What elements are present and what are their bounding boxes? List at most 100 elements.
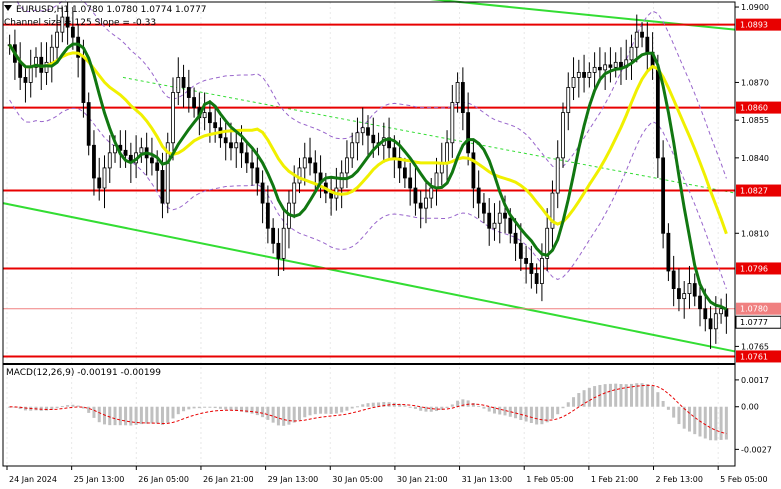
macd-histogram-bar <box>661 400 665 407</box>
candle-body <box>487 212 492 229</box>
candle-body <box>582 71 586 78</box>
candle-body <box>571 77 576 88</box>
macd-histogram-bar <box>693 406 697 435</box>
macd-histogram-bar <box>160 406 164 425</box>
macd-histogram-bar <box>8 406 12 408</box>
x-tick-label: 1 Feb 21:00 <box>591 475 638 484</box>
x-tick-label: 2 Feb 13:00 <box>656 475 703 484</box>
macd-histogram-bar <box>572 397 576 407</box>
macd-histogram-bar <box>45 406 49 411</box>
candle-body <box>524 258 529 264</box>
candle-body <box>23 77 28 83</box>
x-tick-label: 30 Jan 05:00 <box>332 475 383 484</box>
macd-histogram-bar <box>682 406 686 429</box>
candle-body <box>655 66 660 159</box>
macd-histogram-bar <box>403 405 407 407</box>
candle-body <box>703 308 708 320</box>
candle-body <box>682 293 687 300</box>
candle-body <box>250 162 254 169</box>
macd-histogram-bar <box>287 406 291 425</box>
macd-histogram-bar <box>445 406 449 408</box>
macd-histogram-bar <box>640 383 644 407</box>
macd-histogram-bar <box>603 384 607 407</box>
channel-upper-line <box>429 0 736 31</box>
macd-histogram-bar <box>334 406 338 414</box>
macd-histogram-bar <box>382 401 386 407</box>
macd-histogram-bar <box>582 390 586 407</box>
candle-body <box>482 202 486 214</box>
candle-body <box>508 217 513 234</box>
y-tick-label: 1.0870 <box>741 78 769 87</box>
candle-body <box>429 187 434 199</box>
candle-body <box>297 167 302 184</box>
candle-body <box>339 172 344 189</box>
macd-histogram-bar <box>155 406 159 424</box>
candle-body <box>239 142 244 154</box>
macd-histogram-bar <box>329 406 333 414</box>
candle-body <box>550 192 555 229</box>
candle-body <box>313 162 318 174</box>
candle-body <box>260 182 265 204</box>
candle-body <box>418 202 423 209</box>
candle-body <box>471 152 476 189</box>
candle-body <box>123 149 128 156</box>
macd-histogram-bar <box>176 406 180 415</box>
candle-body <box>587 71 592 78</box>
macd-histogram-bar <box>250 406 254 414</box>
candle-body <box>107 152 112 169</box>
candle-body <box>292 182 297 204</box>
candle-body <box>719 308 723 315</box>
macd-histogram-bar <box>508 406 512 417</box>
ma-slow-line <box>8 43 728 235</box>
macd-histogram-bar <box>66 405 70 407</box>
macd-histogram-bar <box>608 383 612 407</box>
macd-histogram-bar <box>482 406 486 409</box>
macd-histogram-bar <box>271 406 275 423</box>
macd-histogram-bar <box>492 406 496 414</box>
macd-histogram-bar <box>535 406 539 425</box>
x-tick-label: 29 Jan 13:00 <box>268 475 319 484</box>
candle-body <box>281 227 286 259</box>
candle-body <box>276 242 281 259</box>
macd-histogram-bar <box>703 406 707 439</box>
candle-body <box>603 64 608 71</box>
candle-body <box>34 56 38 68</box>
macd-histogram-bar <box>97 406 101 423</box>
macd-histogram-bar <box>424 406 428 412</box>
macd-histogram-bar <box>355 406 359 408</box>
channel-mid-line <box>122 76 736 194</box>
x-tick-label: 30 Jan 21:00 <box>397 475 448 484</box>
macd-histogram-bar <box>461 399 465 407</box>
candle-body <box>244 152 249 164</box>
macd-histogram-bar <box>113 406 117 426</box>
candle-body <box>271 227 276 244</box>
candle-body <box>81 56 86 103</box>
candle-body <box>424 197 428 209</box>
macd-histogram-bar <box>308 406 312 416</box>
candle-body <box>186 87 191 98</box>
macd-histogram-bar <box>87 406 91 413</box>
candle-body <box>476 187 481 204</box>
macd-histogram-bar <box>377 402 381 407</box>
macd-histogram-bar <box>229 406 233 411</box>
macd-histogram-bar <box>108 406 112 426</box>
x-tick-label: 1 Feb 05:00 <box>526 475 573 484</box>
level-tag-label: 1.0893 <box>740 21 768 30</box>
level-tag-label: 1.0827 <box>740 187 768 196</box>
macd-histogram-bar <box>240 406 244 412</box>
macd-histogram-bar <box>714 406 718 441</box>
macd-histogram-bar <box>503 406 507 416</box>
candle-body <box>355 132 360 144</box>
macd-histogram-bar <box>724 406 728 440</box>
candle-body <box>181 77 186 88</box>
macd-label: MACD(12,26,9) -0.00191 -0.00199 <box>6 368 161 378</box>
macd-histogram-bar <box>350 406 354 409</box>
macd-histogram-bar <box>719 406 723 440</box>
macd-histogram-bar <box>118 406 122 426</box>
macd-histogram-bar <box>471 403 475 407</box>
candle-body <box>513 232 518 244</box>
candle-body <box>555 157 560 194</box>
candle-body <box>360 127 365 134</box>
